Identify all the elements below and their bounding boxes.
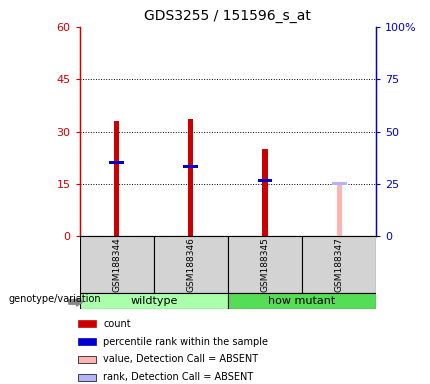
Text: wildtype: wildtype <box>130 296 178 306</box>
Text: percentile rank within the sample: percentile rank within the sample <box>103 337 268 347</box>
Bar <box>258 179 273 182</box>
Text: GSM188346: GSM188346 <box>186 237 195 292</box>
Bar <box>80 236 154 293</box>
Bar <box>228 293 376 309</box>
Text: GSM188347: GSM188347 <box>335 237 344 292</box>
Title: GDS3255 / 151596_s_at: GDS3255 / 151596_s_at <box>144 9 311 23</box>
Bar <box>78 374 96 381</box>
Bar <box>332 182 347 185</box>
Text: GSM188345: GSM188345 <box>261 237 270 292</box>
Bar <box>337 182 342 236</box>
Bar <box>188 119 194 236</box>
Bar <box>154 236 228 293</box>
Text: count: count <box>103 319 131 329</box>
Text: GSM188344: GSM188344 <box>112 237 121 292</box>
Text: rank, Detection Call = ABSENT: rank, Detection Call = ABSENT <box>103 372 254 382</box>
Bar <box>183 165 198 168</box>
Bar <box>228 236 302 293</box>
Bar <box>78 320 96 328</box>
Bar <box>78 338 96 345</box>
Text: how mutant: how mutant <box>268 296 336 306</box>
Text: genotype/variation: genotype/variation <box>9 294 101 304</box>
Text: value, Detection Call = ABSENT: value, Detection Call = ABSENT <box>103 354 258 364</box>
Bar <box>109 161 124 164</box>
Bar <box>114 121 119 236</box>
Bar <box>302 236 376 293</box>
Bar <box>262 149 267 236</box>
Bar <box>80 293 228 309</box>
Bar <box>78 356 96 363</box>
